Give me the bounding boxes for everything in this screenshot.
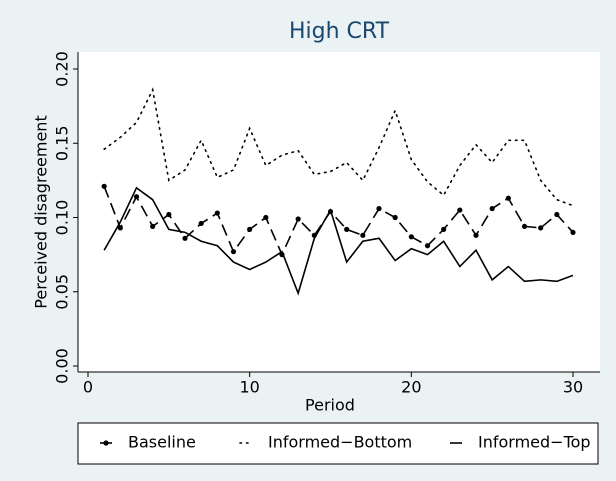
point <box>392 214 398 221</box>
point <box>214 210 220 216</box>
legend-label: Informed−Top <box>478 433 591 452</box>
point <box>473 232 479 238</box>
chart-title: High CRT <box>289 19 390 44</box>
point <box>489 205 495 212</box>
point <box>150 223 156 230</box>
point <box>505 195 511 201</box>
point <box>133 194 140 200</box>
plot-area <box>78 52 600 372</box>
x-tick-label: 0 <box>83 378 93 397</box>
point <box>424 243 431 249</box>
point <box>554 211 560 218</box>
point <box>166 211 172 218</box>
legend <box>77 422 599 465</box>
legend-label: Baseline <box>128 433 196 452</box>
point <box>376 205 382 212</box>
y-axis-label: Perceived disagreement <box>32 115 51 308</box>
point <box>263 214 269 221</box>
point <box>295 216 301 222</box>
series-line <box>103 186 574 296</box>
series-line <box>103 186 574 257</box>
x-tick-label: 20 <box>401 378 421 397</box>
x-axis-label: Period <box>305 396 355 415</box>
y-tick-label: 0.10 <box>53 200 72 236</box>
legend-marker <box>103 440 109 446</box>
y-tick-label: 0.00 <box>53 348 72 384</box>
x-tick-label: 10 <box>239 378 259 397</box>
point <box>198 220 204 227</box>
point <box>117 225 123 231</box>
point <box>408 234 414 240</box>
series-line <box>103 87 574 207</box>
point <box>570 229 576 235</box>
point <box>247 226 253 232</box>
point <box>521 223 528 230</box>
y-tick-label: 0.15 <box>53 125 72 161</box>
x-tick-label: 30 <box>563 378 583 397</box>
point <box>457 207 463 213</box>
point <box>101 183 107 189</box>
point <box>182 235 188 241</box>
y-tick-label: 0.20 <box>53 51 72 87</box>
point <box>538 225 544 231</box>
point <box>344 226 350 232</box>
point <box>230 249 237 255</box>
y-tick-label: 0.05 <box>53 274 72 310</box>
point <box>360 232 366 238</box>
point <box>441 226 447 232</box>
legend-label: Informed−Bottom <box>268 433 412 452</box>
